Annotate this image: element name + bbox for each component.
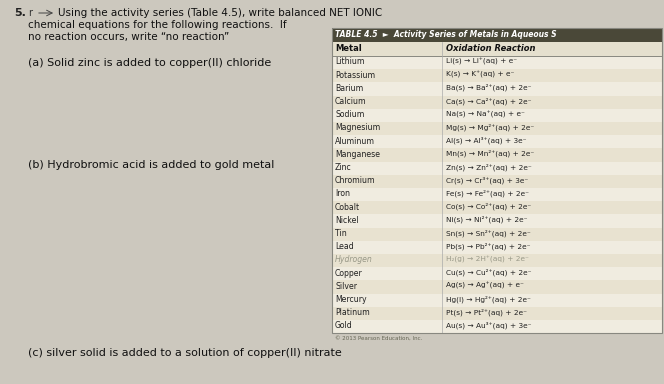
Bar bbox=[332, 307, 662, 320]
Bar bbox=[332, 148, 662, 162]
Text: Gold: Gold bbox=[335, 321, 353, 331]
Text: Silver: Silver bbox=[335, 282, 357, 291]
Bar bbox=[332, 228, 662, 241]
Text: Sodium: Sodium bbox=[335, 110, 365, 119]
Text: Manganese: Manganese bbox=[335, 150, 380, 159]
Text: Mg(s) → Mg²⁺(aq) + 2e⁻: Mg(s) → Mg²⁺(aq) + 2e⁻ bbox=[446, 124, 535, 131]
Text: (b) Hydrobromic acid is added to gold metal: (b) Hydrobromic acid is added to gold me… bbox=[28, 160, 274, 170]
Text: Cu(s) → Cu²⁺(aq) + 2e⁻: Cu(s) → Cu²⁺(aq) + 2e⁻ bbox=[446, 269, 531, 276]
Text: Mn(s) → Mn²⁺(aq) + 2e⁻: Mn(s) → Mn²⁺(aq) + 2e⁻ bbox=[446, 150, 535, 157]
Text: Iron: Iron bbox=[335, 189, 350, 199]
Text: Ca(s) → Ca²⁺(aq) + 2e⁻: Ca(s) → Ca²⁺(aq) + 2e⁻ bbox=[446, 97, 531, 104]
Text: Zn(s) → Zn²⁺(aq) + 2e⁻: Zn(s) → Zn²⁺(aq) + 2e⁻ bbox=[446, 163, 532, 170]
Text: Lead: Lead bbox=[335, 242, 354, 251]
Text: TABLE 4.5  ►  Activity Series of Metals in Aqueous S: TABLE 4.5 ► Activity Series of Metals in… bbox=[335, 30, 556, 39]
Bar bbox=[332, 175, 662, 188]
Bar bbox=[332, 135, 662, 148]
Bar bbox=[332, 56, 662, 69]
Text: Nickel: Nickel bbox=[335, 216, 359, 225]
Text: Li(s) → Li⁺(aq) + e⁻: Li(s) → Li⁺(aq) + e⁻ bbox=[446, 58, 517, 65]
Text: Au(s) → Au³⁺(aq) + 3e⁻: Au(s) → Au³⁺(aq) + 3e⁻ bbox=[446, 321, 531, 329]
Text: Platinum: Platinum bbox=[335, 308, 370, 317]
Text: r: r bbox=[28, 8, 32, 18]
Text: Sn(s) → Sn²⁺(aq) + 2e⁻: Sn(s) → Sn²⁺(aq) + 2e⁻ bbox=[446, 229, 531, 237]
Bar bbox=[332, 320, 662, 333]
Text: Cr(s) → Cr³⁺(aq) + 3e⁻: Cr(s) → Cr³⁺(aq) + 3e⁻ bbox=[446, 176, 529, 184]
Text: (a) Solid zinc is added to copper(II) chloride: (a) Solid zinc is added to copper(II) ch… bbox=[28, 58, 272, 68]
Text: Lithium: Lithium bbox=[335, 58, 365, 66]
Bar bbox=[332, 28, 662, 333]
Text: Ag(s) → Ag⁺(aq) + e⁻: Ag(s) → Ag⁺(aq) + e⁻ bbox=[446, 282, 524, 289]
Text: Magnesium: Magnesium bbox=[335, 124, 380, 132]
Text: Co(s) → Co²⁺(aq) + 2e⁻: Co(s) → Co²⁺(aq) + 2e⁻ bbox=[446, 203, 531, 210]
Text: Chromium: Chromium bbox=[335, 176, 376, 185]
Bar bbox=[332, 294, 662, 307]
Text: chemical equations for the following reactions.  If: chemical equations for the following rea… bbox=[28, 20, 287, 30]
Bar bbox=[332, 162, 662, 175]
Text: Hydrogen: Hydrogen bbox=[335, 255, 373, 265]
Text: Barium: Barium bbox=[335, 84, 363, 93]
Text: Copper: Copper bbox=[335, 269, 363, 278]
Bar bbox=[332, 96, 662, 109]
Text: Tin: Tin bbox=[335, 229, 347, 238]
Text: Hg(l) → Hg²⁺(aq) + 2e⁻: Hg(l) → Hg²⁺(aq) + 2e⁻ bbox=[446, 295, 531, 303]
Text: Ba(s) → Ba²⁺(aq) + 2e⁻: Ba(s) → Ba²⁺(aq) + 2e⁻ bbox=[446, 84, 531, 91]
Text: Aluminum: Aluminum bbox=[335, 137, 375, 146]
Bar bbox=[332, 201, 662, 214]
Text: Potassium: Potassium bbox=[335, 71, 375, 80]
Text: Calcium: Calcium bbox=[335, 97, 367, 106]
Bar bbox=[332, 267, 662, 280]
Text: Al(s) → Al³⁺(aq) + 3e⁻: Al(s) → Al³⁺(aq) + 3e⁻ bbox=[446, 137, 527, 144]
Text: Using the activity series (Table 4.5), write balanced NET IONIC: Using the activity series (Table 4.5), w… bbox=[58, 8, 382, 18]
Text: (c) silver solid is added to a solution of copper(II) nitrate: (c) silver solid is added to a solution … bbox=[28, 348, 342, 358]
Text: Pt(s) → Pt²⁺(aq) + 2e⁻: Pt(s) → Pt²⁺(aq) + 2e⁻ bbox=[446, 308, 527, 316]
Text: Fe(s) → Fe²⁺(aq) + 2e⁻: Fe(s) → Fe²⁺(aq) + 2e⁻ bbox=[446, 189, 529, 197]
Text: no reaction occurs, write “no reaction”: no reaction occurs, write “no reaction” bbox=[28, 32, 229, 42]
Bar bbox=[332, 69, 662, 83]
Text: Cobalt: Cobalt bbox=[335, 203, 360, 212]
Bar bbox=[332, 109, 662, 122]
Text: Pb(s) → Pb²⁺(aq) + 2e⁻: Pb(s) → Pb²⁺(aq) + 2e⁻ bbox=[446, 242, 531, 250]
Text: Na(s) → Na⁺(aq) + e⁻: Na(s) → Na⁺(aq) + e⁻ bbox=[446, 110, 525, 118]
Bar bbox=[332, 28, 662, 42]
Text: 5.: 5. bbox=[14, 8, 26, 18]
Text: H₂(g) → 2H⁺(aq) + 2e⁻: H₂(g) → 2H⁺(aq) + 2e⁻ bbox=[446, 255, 529, 263]
Bar bbox=[332, 214, 662, 228]
Text: Mercury: Mercury bbox=[335, 295, 367, 304]
Bar bbox=[332, 241, 662, 254]
Text: © 2013 Pearson Education, Inc.: © 2013 Pearson Education, Inc. bbox=[335, 336, 422, 341]
Bar bbox=[332, 280, 662, 294]
Text: Zinc: Zinc bbox=[335, 163, 352, 172]
Bar bbox=[332, 122, 662, 135]
Bar bbox=[332, 254, 662, 267]
Bar bbox=[332, 188, 662, 201]
Text: Oxidation Reaction: Oxidation Reaction bbox=[446, 44, 535, 53]
Text: Metal: Metal bbox=[335, 44, 362, 53]
Bar bbox=[332, 83, 662, 96]
Text: K(s) → K⁺(aq) + e⁻: K(s) → K⁺(aq) + e⁻ bbox=[446, 71, 515, 78]
Text: Ni(s) → Ni²⁺(aq) + 2e⁻: Ni(s) → Ni²⁺(aq) + 2e⁻ bbox=[446, 216, 527, 223]
Bar bbox=[332, 42, 662, 56]
